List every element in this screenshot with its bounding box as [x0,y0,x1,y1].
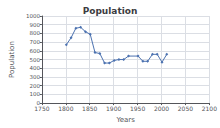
svg-text:1900: 1900 [106,105,121,112]
svg-text:Years: Years [115,116,135,124]
svg-text:Population: Population [83,6,138,16]
svg-text:0: 0 [36,100,40,107]
svg-text:400: 400 [29,65,40,71]
svg-text:1950: 1950 [130,105,145,112]
svg-text:2100: 2100 [202,105,217,112]
svg-text:1850: 1850 [82,105,97,112]
svg-text:200: 200 [29,83,40,89]
svg-text:2050: 2050 [178,105,193,112]
svg-text:1000: 1000 [26,13,40,19]
svg-text:900: 900 [29,22,40,28]
svg-text:2000: 2000 [154,105,169,112]
svg-text:Population: Population [8,41,16,78]
svg-text:1750: 1750 [34,105,49,112]
svg-text:300: 300 [29,74,40,80]
svg-text:1800: 1800 [58,105,73,112]
svg-text:500: 500 [29,57,40,63]
svg-text:600: 600 [29,48,40,54]
svg-text:100: 100 [29,91,40,97]
svg-text:700: 700 [29,39,40,45]
svg-text:800: 800 [29,30,40,36]
